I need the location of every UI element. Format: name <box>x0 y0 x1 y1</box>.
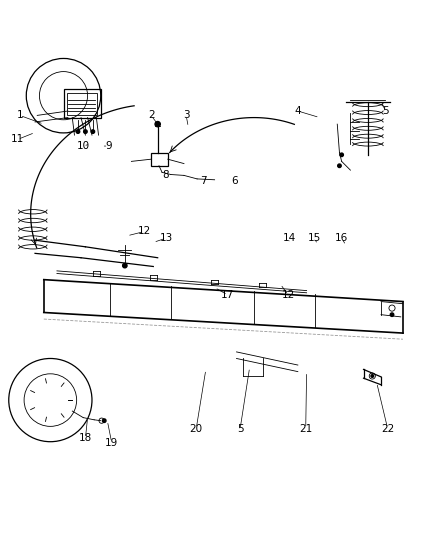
Bar <box>64 89 101 118</box>
Circle shape <box>76 130 80 133</box>
Text: 9: 9 <box>105 141 112 151</box>
Text: 17: 17 <box>221 290 234 300</box>
Text: 18: 18 <box>79 433 92 443</box>
Text: 16: 16 <box>335 233 348 243</box>
Text: 20: 20 <box>190 424 203 433</box>
Text: 11: 11 <box>11 134 24 144</box>
Text: 4: 4 <box>294 106 301 116</box>
Circle shape <box>340 153 343 157</box>
Text: 12: 12 <box>282 290 295 300</box>
Text: 12: 12 <box>138 227 151 237</box>
Text: 10: 10 <box>77 141 90 151</box>
Text: 7: 7 <box>200 176 207 186</box>
Text: 13: 13 <box>160 233 173 243</box>
Text: 14: 14 <box>283 233 296 243</box>
Text: 8: 8 <box>162 169 169 180</box>
Text: 21: 21 <box>299 424 312 433</box>
Circle shape <box>84 130 87 133</box>
Bar <box>151 152 168 166</box>
Text: 22: 22 <box>381 424 394 433</box>
Text: 2: 2 <box>148 110 155 120</box>
Text: 5: 5 <box>382 106 389 116</box>
Circle shape <box>123 263 127 268</box>
Circle shape <box>338 164 341 167</box>
Text: 5: 5 <box>237 424 244 434</box>
Circle shape <box>390 313 394 317</box>
Circle shape <box>155 122 160 127</box>
Circle shape <box>91 130 95 133</box>
Text: 3: 3 <box>183 110 190 120</box>
Bar <box>67 93 97 115</box>
Text: 1: 1 <box>16 110 23 120</box>
Circle shape <box>102 419 106 423</box>
Text: 15: 15 <box>308 233 321 243</box>
Text: 19: 19 <box>105 438 118 448</box>
Circle shape <box>371 375 374 377</box>
Text: 6: 6 <box>231 176 238 186</box>
